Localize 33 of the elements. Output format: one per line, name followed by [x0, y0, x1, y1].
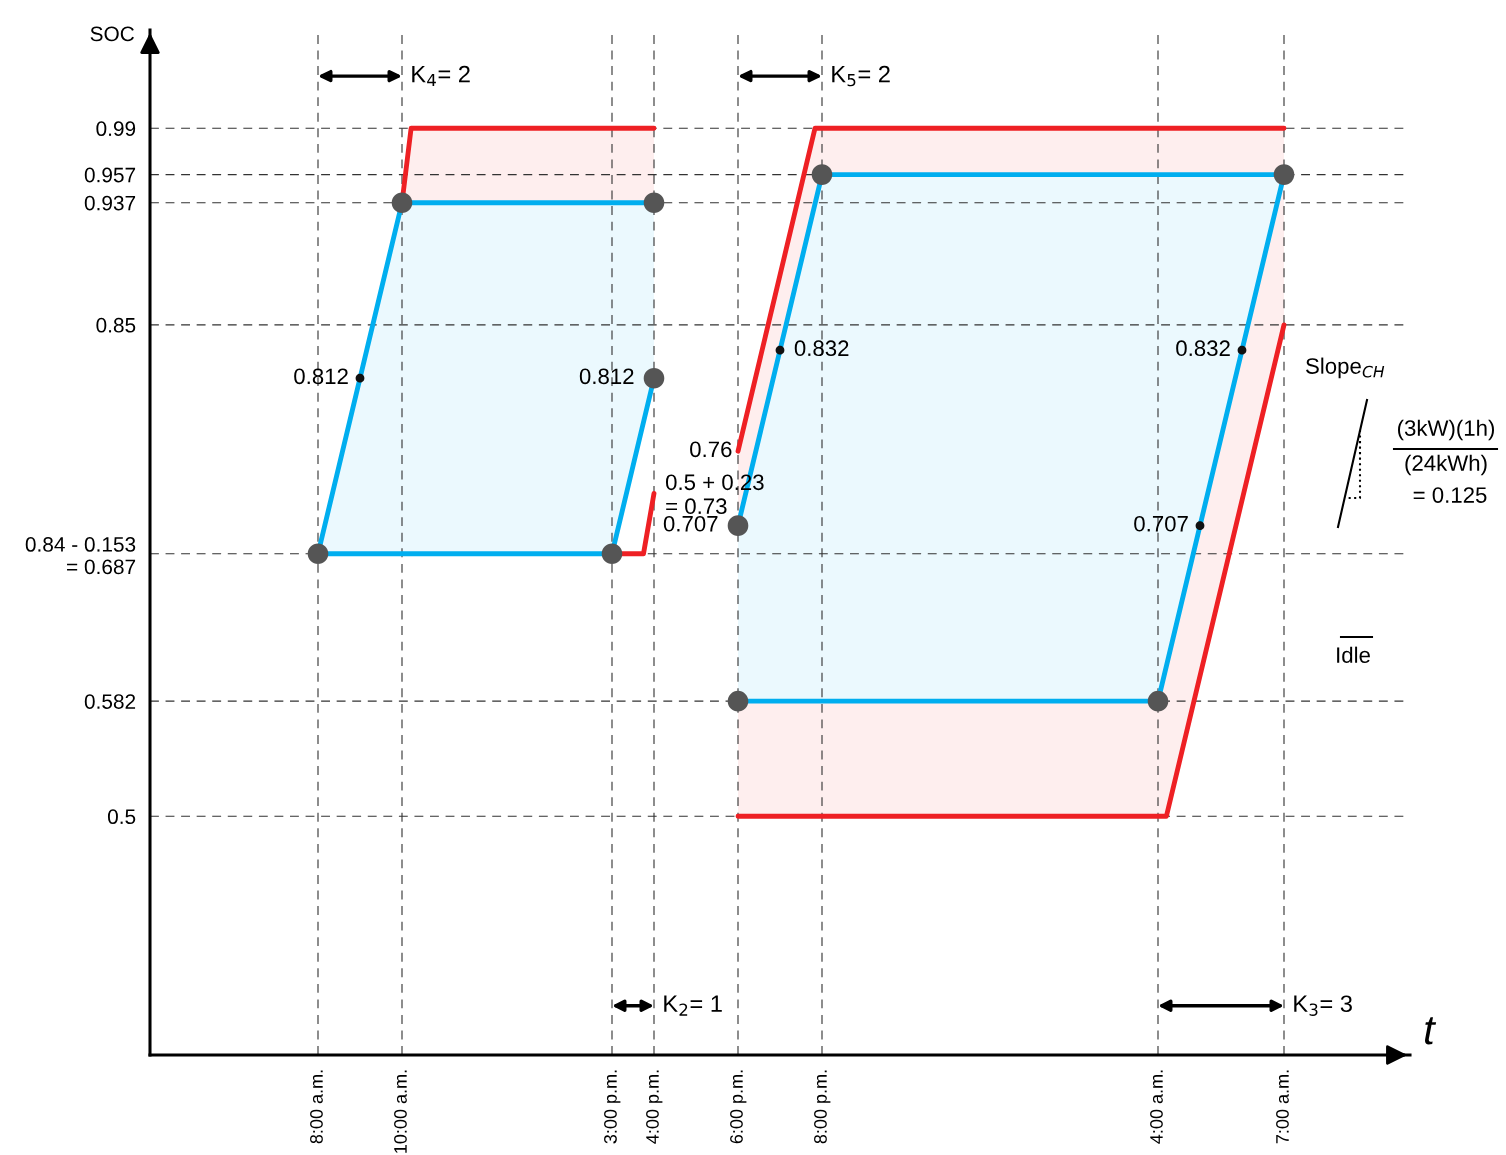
- x-tick-label: 6:00 p.m.: [730, 1070, 747, 1144]
- annotation: (3kW)(1h): [1398, 419, 1495, 441]
- y-tick-label: 0.85: [96, 317, 136, 333]
- annotation: 0.832: [1176, 340, 1230, 357]
- annotation: K$_{5}$= 2: [832, 65, 890, 87]
- x-tick-label: 8:00 p.m.: [814, 1070, 831, 1144]
- text: = 0.125: [1413, 487, 1487, 503]
- annotation: Idle: [1337, 646, 1370, 663]
- annotation: 0.832: [794, 340, 849, 357]
- y-tick-label: 0.5: [107, 809, 136, 825]
- annotation: (24kWh): [1405, 454, 1487, 476]
- annotation: 0.812: [579, 368, 634, 385]
- annotation: K$_{3}$= 3: [1294, 995, 1352, 1016]
- annotation: 0.707: [663, 515, 718, 532]
- annotation: 0.812: [294, 368, 348, 385]
- x-tick-label: 4:00 a.m.: [1150, 1070, 1163, 1144]
- x-tick-label: 4:00 p.m.: [646, 1070, 663, 1144]
- y-tick-label: 0.99: [96, 121, 136, 137]
- y-tick-label: 0.957: [84, 167, 136, 183]
- annotation: 0.707: [1134, 515, 1188, 532]
- y-tick-label: 0.937: [84, 195, 136, 211]
- annotation: K$_{4}$= 2: [412, 65, 470, 87]
- x-tick-label: 8:00 a.m.: [310, 1070, 323, 1144]
- annotation: K$_{2}$= 1: [664, 995, 722, 1016]
- x-tick-label: 7:00 a.m.: [1276, 1070, 1289, 1144]
- x-axis-title: t: [1425, 1017, 1437, 1045]
- annotation: 0.76: [690, 441, 732, 458]
- x-tick-label: 3:00 p.m.: [604, 1070, 621, 1144]
- x-tick-label: 10:00 a.m.: [394, 1070, 407, 1153]
- y-tick-label: 0.582: [84, 694, 136, 709]
- y-tick-label: 0.84 - 0.153 = 0.687: [25, 537, 136, 575]
- annotation: Slope$_{CH}$: [1306, 357, 1385, 379]
- y-axis-title: SOC: [90, 26, 134, 42]
